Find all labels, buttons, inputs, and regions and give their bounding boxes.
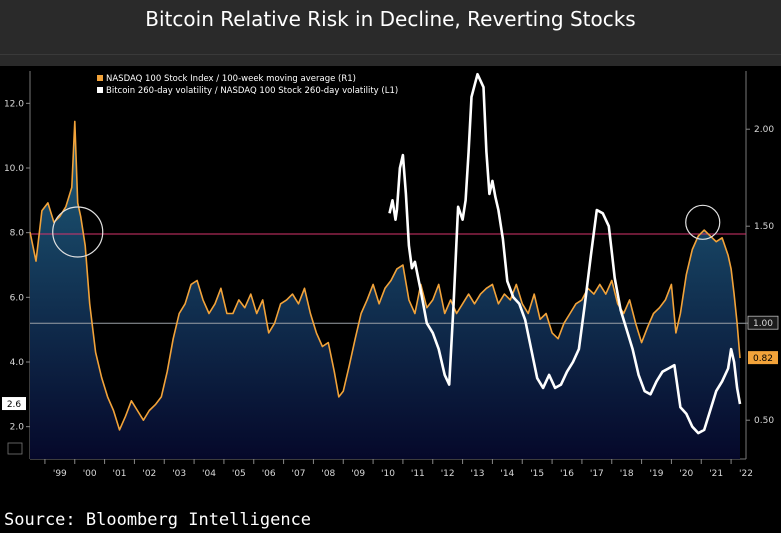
x-tick-label: '01 — [113, 469, 127, 479]
right-last-value-label: 0.82 — [753, 354, 773, 364]
x-tick-label: '18 — [620, 469, 634, 479]
x-tick-label: '17 — [590, 469, 604, 479]
left-tick-label: 2.0 — [10, 423, 25, 433]
chart-title: Bitcoin Relative Risk in Decline, Revert… — [145, 7, 636, 31]
x-tick-label: '06 — [262, 469, 276, 479]
chart-options-icon — [7, 442, 23, 455]
bitcoin-volatility-ratio-line — [388, 72, 742, 435]
x-tick-label: '04 — [202, 469, 216, 479]
left-tick-label: 4.0 — [10, 358, 25, 368]
left-tick-label: 6.0 — [10, 293, 25, 303]
x-tick-label: '22 — [739, 469, 753, 479]
x-tick-label: '00 — [83, 469, 97, 479]
right-last-value-box — [748, 351, 778, 365]
nasdaq-ratio-line — [29, 120, 741, 431]
legend-swatch-1 — [97, 75, 103, 81]
x-tick-label: '09 — [351, 469, 365, 479]
right-tick-label: 2.00 — [754, 125, 774, 135]
x-tick-label: '15 — [530, 469, 544, 479]
x-tick-label: '13 — [471, 469, 485, 479]
legend-label-1: NASDAQ 100 Stock Index / 100-week moving… — [106, 74, 356, 84]
chart-svg: 2.0 4.0 6.0 8.0 10.0 12.0 0.50 1.00 1.50 2.00 '99 '… — [2, 71, 779, 479]
left-tick-label: 12.0 — [4, 99, 24, 109]
legend-swatch-2 — [97, 87, 103, 93]
right-tick-label: 0.50 — [754, 416, 774, 426]
x-tick-label: '05 — [232, 469, 246, 479]
x-tick-label: '16 — [560, 469, 574, 479]
x-tick-label: '20 — [679, 469, 693, 479]
source-caption: Source: Bloomberg Intelligence — [0, 508, 781, 533]
x-tick-label: '08 — [321, 469, 335, 479]
x-tick-label: '19 — [650, 469, 664, 479]
title-divider — [0, 54, 781, 55]
legend-label-2: Bitcoin 260-day volatility / NASDAQ 100 … — [106, 86, 398, 96]
left-tick-label: 10.0 — [4, 164, 24, 174]
right-tick-label: 1.50 — [754, 222, 774, 232]
x-tick-label: '07 — [292, 469, 306, 479]
right-ref-value-label: 1.00 — [753, 319, 773, 329]
left-tick-label: 8.0 — [10, 229, 25, 239]
x-tick-label: '21 — [709, 469, 723, 479]
left-last-value-label: 2.6 — [7, 400, 22, 410]
chart-area: 2.0 4.0 6.0 8.0 10.0 12.0 0.50 1.00 1.50 2.00 '99 '… — [0, 66, 781, 508]
right-ref-value-box — [747, 315, 779, 330]
left-last-value-box — [2, 397, 26, 411]
x-tick-label: '12 — [441, 469, 455, 479]
highlight-circle-2021 — [685, 204, 721, 240]
x-tick-label: '02 — [142, 469, 156, 479]
x-tick-label: '10 — [381, 469, 395, 479]
x-tick-label: '03 — [172, 469, 186, 479]
x-tick-label: '99 — [53, 469, 67, 479]
x-tick-label: '14 — [500, 469, 514, 479]
highlight-circle-2000 — [52, 206, 104, 258]
x-tick-label: '11 — [411, 469, 425, 479]
